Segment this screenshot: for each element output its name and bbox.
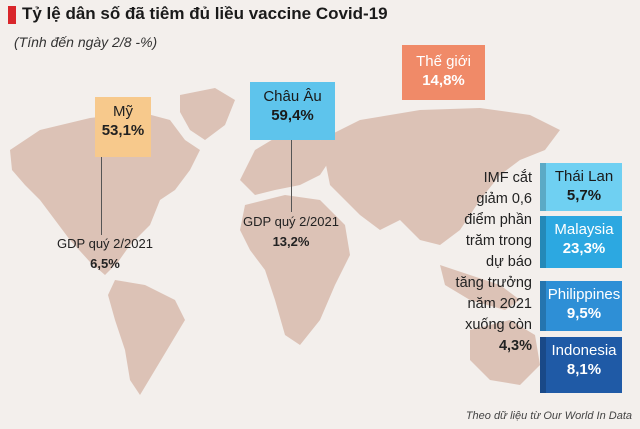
country-box: Thái Lan 5,7% xyxy=(540,163,622,211)
imf-line: giảm 0,6 xyxy=(476,191,532,207)
country-name: Thái Lan xyxy=(554,168,614,185)
imf-line: xuống còn xyxy=(465,317,532,333)
gdp-label: GDP quý 2/2021 xyxy=(243,214,339,229)
imf-line: dự báo xyxy=(486,254,532,270)
imf-note: IMF cắt giảm 0,6 điểm phần trăm trong dự… xyxy=(430,168,532,357)
connector xyxy=(101,157,102,235)
imf-value: 4,3% xyxy=(498,338,532,354)
country-name: Indonesia xyxy=(551,342,617,359)
subtitle: (Tính đến ngày 2/8 -%) xyxy=(14,34,158,50)
region-name: Châu Âu xyxy=(263,88,322,105)
country-value: 5,7% xyxy=(566,187,602,204)
gdp-value: 13,2% xyxy=(272,234,310,249)
region-name: Thế giới xyxy=(416,53,471,70)
country-name: Malaysia xyxy=(554,221,614,238)
title-marker xyxy=(8,6,16,24)
country-value: 23,3% xyxy=(562,240,606,257)
region-value: 53,1% xyxy=(101,122,145,139)
country-name: Philippines xyxy=(547,286,621,303)
imf-line: tăng trưởng xyxy=(455,275,532,291)
source: Theo dữ liệu từ Our World In Data xyxy=(465,410,632,422)
gdp-note: GDP quý 2/2021 6,5% xyxy=(50,234,160,274)
region-value: 14,8% xyxy=(422,72,465,89)
region-name: Mỹ xyxy=(113,103,133,120)
country-value: 8,1% xyxy=(566,361,602,378)
country-value: 9,5% xyxy=(566,305,602,322)
gdp-label: GDP quý 2/2021 xyxy=(57,236,153,251)
country-box: Philippines 9,5% xyxy=(540,281,622,331)
country-box: Indonesia 8,1% xyxy=(540,337,622,393)
region-box: Châu Âu 59,4% xyxy=(250,82,335,140)
gdp-value: 6,5% xyxy=(90,256,120,271)
imf-line: điểm phần xyxy=(464,212,532,228)
title: Tỷ lệ dân số đã tiêm đủ liều vaccine Cov… xyxy=(22,4,388,23)
region-box: Thế giới 14,8% xyxy=(402,45,485,100)
region-value: 59,4% xyxy=(271,107,314,124)
imf-line: năm 2021 xyxy=(467,296,533,312)
gdp-note: GDP quý 2/2021 13,2% xyxy=(236,212,346,252)
country-box: Malaysia 23,3% xyxy=(540,216,622,268)
connector xyxy=(291,140,292,212)
region-box: Mỹ 53,1% xyxy=(95,97,151,157)
imf-line: IMF cắt xyxy=(483,170,532,186)
imf-line: trăm trong xyxy=(465,233,532,249)
